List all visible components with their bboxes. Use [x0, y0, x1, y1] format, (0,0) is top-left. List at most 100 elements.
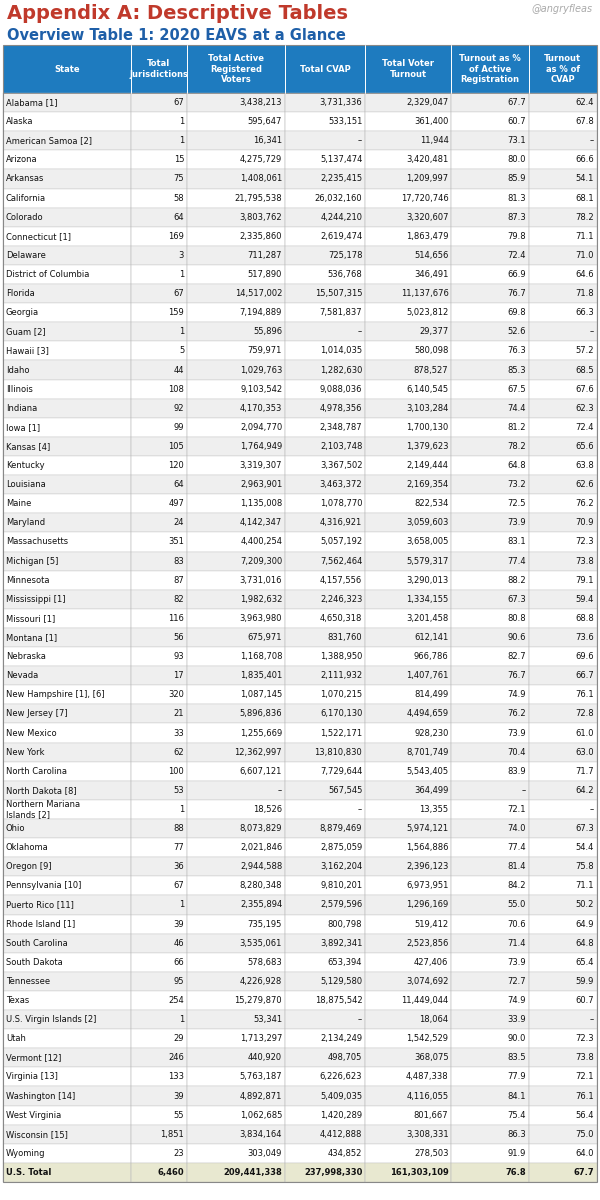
Bar — [3, 92, 131, 112]
Bar — [187, 628, 285, 647]
Bar — [131, 762, 187, 781]
Text: California: California — [6, 193, 46, 203]
Text: 1: 1 — [179, 805, 184, 814]
Bar — [451, 418, 529, 437]
Bar — [285, 304, 365, 323]
Text: 64.8: 64.8 — [575, 938, 594, 948]
Bar — [285, 418, 365, 437]
Text: 361,400: 361,400 — [414, 118, 448, 126]
Bar — [365, 1067, 451, 1086]
Text: 2,944,588: 2,944,588 — [240, 863, 282, 871]
Text: 814,499: 814,499 — [414, 690, 448, 700]
Bar — [451, 1105, 529, 1124]
Bar — [365, 552, 451, 571]
Text: 90.0: 90.0 — [508, 1034, 526, 1043]
Bar — [3, 323, 131, 341]
Text: Mississippi [1]: Mississippi [1] — [6, 595, 65, 604]
Text: 1,168,708: 1,168,708 — [239, 652, 282, 661]
Text: New Jersey [7]: New Jersey [7] — [6, 709, 68, 719]
Bar — [131, 953, 187, 972]
Bar — [365, 341, 451, 360]
Text: 9,810,201: 9,810,201 — [320, 881, 362, 890]
Text: 67.3: 67.3 — [507, 595, 526, 604]
Bar — [451, 379, 529, 398]
Bar — [365, 953, 451, 972]
Text: 64.0: 64.0 — [575, 1148, 594, 1158]
Text: 81.3: 81.3 — [507, 193, 526, 203]
Bar — [529, 895, 597, 914]
Text: 62.4: 62.4 — [575, 98, 594, 107]
Bar — [3, 781, 131, 800]
Bar — [451, 800, 529, 818]
Bar — [451, 628, 529, 647]
Bar — [451, 991, 529, 1010]
Text: 81.2: 81.2 — [507, 422, 526, 432]
Bar — [451, 1010, 529, 1030]
Bar — [187, 552, 285, 571]
Text: 85.9: 85.9 — [507, 174, 526, 184]
Bar — [187, 379, 285, 398]
Bar — [3, 494, 131, 514]
Text: 80.8: 80.8 — [507, 614, 526, 623]
Text: 79.8: 79.8 — [507, 232, 526, 241]
Bar — [131, 1030, 187, 1049]
Text: Massachusetts: Massachusetts — [6, 538, 68, 546]
Text: 53: 53 — [173, 786, 184, 794]
Text: 6,973,951: 6,973,951 — [406, 881, 448, 890]
Bar — [3, 437, 131, 456]
Text: 83.1: 83.1 — [507, 538, 526, 546]
Text: 759,971: 759,971 — [248, 347, 282, 355]
Text: 7,209,300: 7,209,300 — [240, 557, 282, 565]
Text: 60.7: 60.7 — [575, 996, 594, 1004]
Bar — [187, 1067, 285, 1086]
Bar — [365, 398, 451, 418]
Bar — [285, 647, 365, 666]
Bar — [451, 1124, 529, 1144]
Bar — [3, 800, 131, 818]
Text: Arizona: Arizona — [6, 155, 38, 164]
Bar — [285, 571, 365, 589]
Text: 91.9: 91.9 — [508, 1148, 526, 1158]
Bar — [285, 284, 365, 304]
Bar — [529, 743, 597, 762]
Bar — [451, 838, 529, 857]
Bar — [131, 360, 187, 379]
Text: Idaho: Idaho — [6, 366, 29, 374]
Bar — [529, 265, 597, 284]
Text: 55.0: 55.0 — [508, 900, 526, 910]
Text: 4,316,921: 4,316,921 — [320, 518, 362, 527]
Text: 26,032,160: 26,032,160 — [315, 193, 362, 203]
Text: 64.9: 64.9 — [575, 919, 594, 929]
Bar — [187, 857, 285, 876]
Text: 4,412,888: 4,412,888 — [320, 1129, 362, 1139]
Bar — [131, 914, 187, 934]
Text: 6,140,545: 6,140,545 — [406, 385, 448, 394]
Bar — [3, 666, 131, 685]
Bar — [451, 1049, 529, 1067]
Text: Turnout as %
of Active
Registration: Turnout as % of Active Registration — [459, 54, 521, 84]
Text: Texas: Texas — [6, 996, 29, 1004]
Text: Hawaii [3]: Hawaii [3] — [6, 347, 49, 355]
Text: 21: 21 — [173, 709, 184, 719]
Bar — [285, 1086, 365, 1105]
Bar — [365, 781, 451, 800]
Text: 76.3: 76.3 — [507, 347, 526, 355]
Bar — [365, 92, 451, 112]
Bar — [285, 1030, 365, 1049]
Text: 5,974,121: 5,974,121 — [406, 824, 448, 833]
Text: 65.4: 65.4 — [575, 958, 594, 967]
Bar — [285, 953, 365, 972]
Bar — [3, 571, 131, 589]
Text: Michigan [5]: Michigan [5] — [6, 557, 58, 565]
Text: New York: New York — [6, 748, 44, 757]
Text: Delaware: Delaware — [6, 251, 46, 260]
Bar — [285, 818, 365, 838]
Bar — [187, 304, 285, 323]
Bar — [187, 571, 285, 589]
Bar — [285, 437, 365, 456]
Bar — [529, 341, 597, 360]
Bar — [131, 934, 187, 953]
Text: 3,892,341: 3,892,341 — [320, 938, 362, 948]
Text: 29: 29 — [173, 1034, 184, 1043]
Text: 536,768: 536,768 — [328, 270, 362, 278]
